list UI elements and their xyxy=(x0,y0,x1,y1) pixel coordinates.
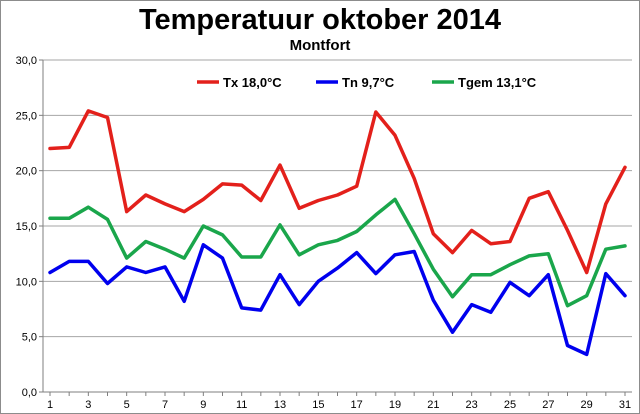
series-line-3 xyxy=(48,197,627,308)
x-tick-label: 21 xyxy=(427,399,439,411)
chart-title: Temperatuur oktober 2014 xyxy=(138,4,502,36)
legend-label-3: Tgem 13,1°C xyxy=(458,75,537,90)
x-tick-label: 1 xyxy=(47,399,53,411)
x-tick-label: 25 xyxy=(504,399,516,411)
y-tick-label: 30,0 xyxy=(16,55,37,67)
y-tick-label: 15,0 xyxy=(16,221,37,233)
x-tick-label: 11 xyxy=(236,399,247,411)
y-tick-label: 20,0 xyxy=(16,166,37,178)
series-line-1 xyxy=(48,109,627,275)
x-tick-label: 13 xyxy=(274,399,286,411)
x-tick-label: 29 xyxy=(581,399,593,411)
x-tick-label: 23 xyxy=(466,399,478,411)
x-tick-label: 31 xyxy=(619,399,631,411)
x-tick-label: 15 xyxy=(312,399,324,411)
y-tick-label: 10,0 xyxy=(16,276,37,288)
legend-label-1: Tx 18,0°C xyxy=(223,75,282,90)
chart-subtitle: Montfort xyxy=(289,37,351,54)
x-tick-label: 17 xyxy=(351,399,363,411)
series-line-2 xyxy=(48,243,627,357)
x-tick-label: 27 xyxy=(542,399,554,411)
x-tick-label: 7 xyxy=(162,399,168,411)
x-tick-label: 5 xyxy=(124,399,130,411)
legend-label-2: Tn 9,7°C xyxy=(342,75,395,90)
x-tick-label: 19 xyxy=(389,399,401,411)
y-tick-label: 0,0 xyxy=(22,387,37,399)
y-tick-label: 25,0 xyxy=(16,110,37,122)
y-tick-label: 5,0 xyxy=(22,332,37,344)
x-tick-label: 9 xyxy=(200,399,206,411)
x-tick-label: 3 xyxy=(85,399,91,411)
